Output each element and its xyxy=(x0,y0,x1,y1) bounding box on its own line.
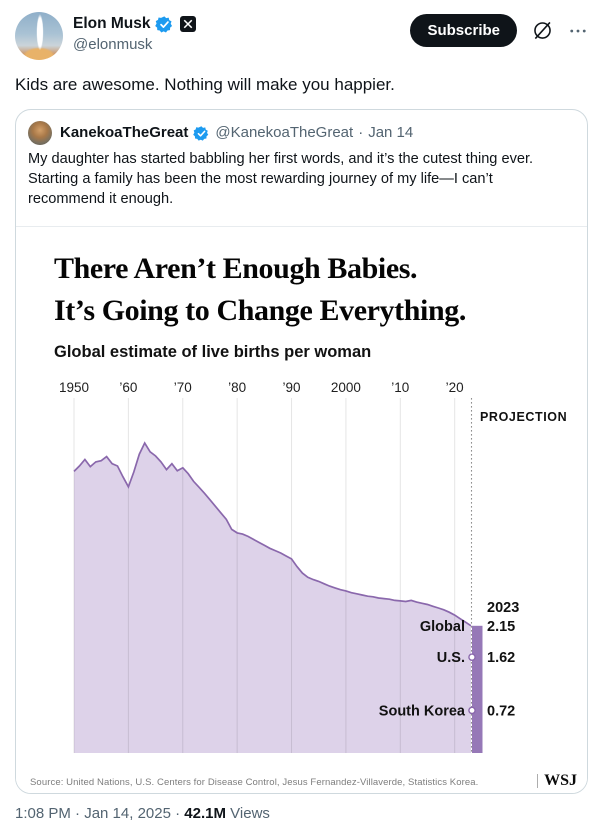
verified-badge-icon xyxy=(154,15,172,32)
annotation-label-Global: Global xyxy=(420,619,465,635)
wsj-logo: WSJ xyxy=(537,773,577,789)
fertility-area-chart: 1950 ’60 ’70 ’80 ’90 2000 ’10 ’20 PROJECTION 2023… xyxy=(59,380,567,753)
area-fill xyxy=(74,443,471,753)
author-handle[interactable]: @elonmusk xyxy=(73,36,153,53)
annotation-dot-SouthKorea xyxy=(468,706,476,715)
global-line xyxy=(73,441,472,627)
chart-title: There Aren’t Enough Babies. It’s Going t… xyxy=(54,252,466,327)
x-affiliate-badge-icon xyxy=(179,16,196,32)
x-tick-1990: ’90 xyxy=(283,380,301,395)
annotation-label-US: U.S. xyxy=(437,650,465,666)
chart-image[interactable]: There Aren’t Enough Babies. It’s Going t… xyxy=(16,226,587,793)
quoted-tweet-header: KanekoaTheGreat @KanekoaTheGreat · Jan 1… xyxy=(16,110,587,145)
tweet-header: Elon Musk @elonmusk Subscribe xyxy=(15,0,588,60)
quoted-display-name[interactable]: KanekoaTheGreat xyxy=(60,124,189,141)
views-count: 42.1M xyxy=(184,805,226,822)
quoted-date: Jan 14 xyxy=(368,124,414,141)
projection-label: PROJECTION xyxy=(480,410,567,424)
projection-year-label: 2023 xyxy=(487,600,519,616)
x-tick-2000: 2000 xyxy=(331,380,361,395)
projection-bar xyxy=(472,625,483,753)
timestamp: 1:08 PM · Jan 14, 2025 · xyxy=(15,805,181,822)
views-label: Views xyxy=(230,805,270,822)
annotation-value-SouthKorea: 0.72 xyxy=(487,703,515,719)
quoted-separator: · xyxy=(358,124,364,141)
x-tick-1980: ’80 xyxy=(228,380,246,395)
chart-source: Source: United Nations, U.S. Centers for… xyxy=(30,777,479,788)
x-tick-1950: 1950 xyxy=(59,380,89,395)
quoted-verified-badge-icon xyxy=(193,125,209,141)
quoted-tweet-card[interactable]: KanekoaTheGreat @KanekoaTheGreat · Jan 1… xyxy=(15,109,588,794)
author-display-name[interactable]: Elon Musk xyxy=(73,15,151,32)
quoted-avatar[interactable] xyxy=(28,121,52,145)
tweet-footer: 1:08 PM · Jan 14, 2025 · 42.1M Views xyxy=(15,804,588,824)
annotation-value-Global: 2.15 xyxy=(487,619,515,635)
annotation-value-US: 1.62 xyxy=(487,650,515,666)
quoted-handle: @KanekoaTheGreat xyxy=(215,124,354,141)
avatar[interactable] xyxy=(15,12,63,60)
more-menu-icon[interactable] xyxy=(568,21,588,41)
tweet-text: Kids are awesome. Nothing will make you … xyxy=(15,75,395,94)
x-tick-1970: ’70 xyxy=(174,380,192,395)
chart-subtitle: Global estimate of live births per woman xyxy=(54,343,372,361)
annotation-label-SouthKorea: South Korea xyxy=(379,703,466,719)
chart-source-row: Source: United Nations, U.S. Centers for… xyxy=(30,773,577,789)
x-tick-1960: ’60 xyxy=(119,380,137,395)
x-tick-2010: ’10 xyxy=(391,380,409,395)
grok-icon[interactable] xyxy=(532,20,553,41)
header-actions: Subscribe xyxy=(410,12,588,47)
subscribe-button[interactable]: Subscribe xyxy=(410,14,517,47)
x-tick-2020: ’20 xyxy=(446,380,464,395)
author-names[interactable]: Elon Musk @elonmusk xyxy=(73,12,196,55)
annotation-dot-US xyxy=(468,653,476,661)
quoted-tweet-text: My daughter has started babbling her fir… xyxy=(28,151,534,207)
